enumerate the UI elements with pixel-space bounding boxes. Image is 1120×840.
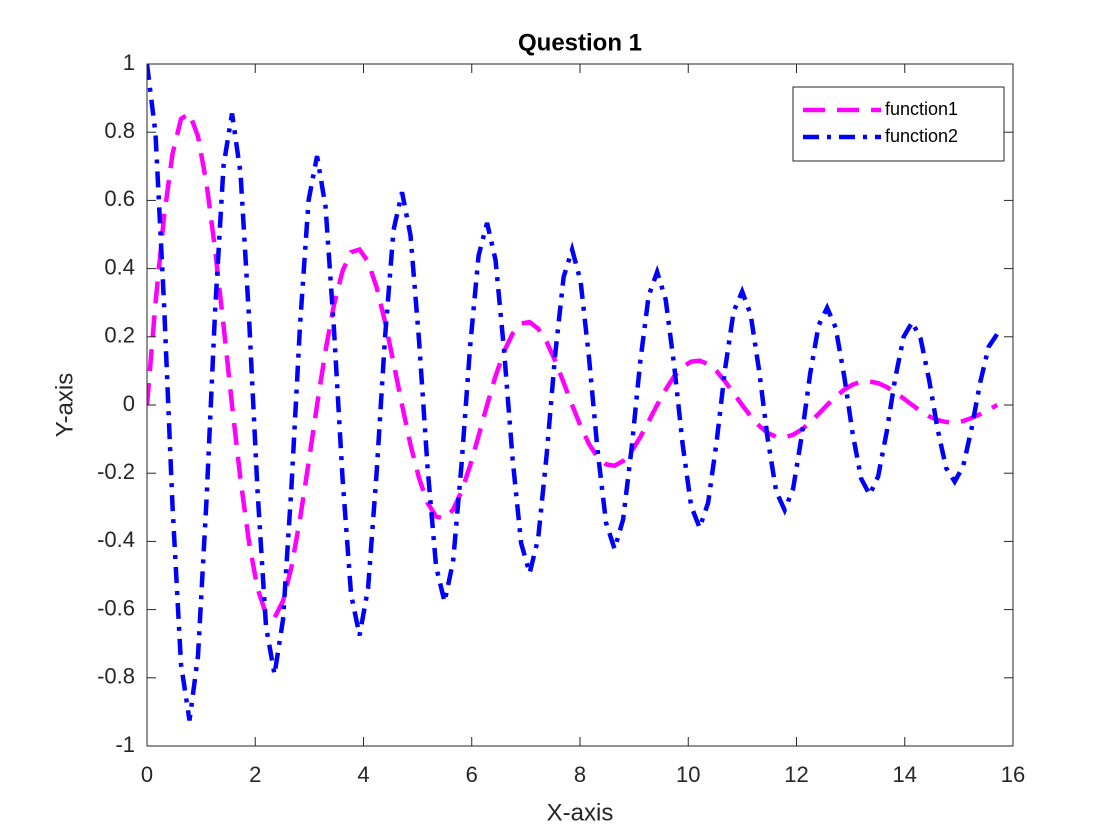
x-tick-label: 0 [141, 762, 153, 787]
legend-label: function2 [885, 126, 958, 146]
y-tick-label: -1 [115, 732, 135, 757]
chart-title: Question 1 [518, 29, 642, 56]
x-axis-label: X-axis [547, 799, 614, 826]
y-tick-label: 0.4 [104, 254, 135, 279]
x-tick-label: 10 [676, 762, 700, 787]
x-tick-label: 12 [784, 762, 808, 787]
x-tick-label: 16 [1001, 762, 1025, 787]
x-tick-label: 6 [466, 762, 478, 787]
y-tick-label: -0.2 [97, 459, 135, 484]
x-tick-label: 14 [893, 762, 917, 787]
y-tick-label: -0.4 [97, 527, 135, 552]
y-tick-label: 0.8 [104, 118, 135, 143]
data-line [147, 64, 1000, 721]
y-tick-label: 0 [123, 391, 135, 416]
x-tick-label: 4 [357, 762, 369, 787]
y-tick-label: -0.6 [97, 595, 135, 620]
y-tick-label: -0.8 [97, 664, 135, 689]
legend-label: function1 [885, 99, 958, 119]
x-tick-label: 8 [574, 762, 586, 787]
y-tick-label: 0.6 [104, 186, 135, 211]
x-tick-label: 2 [249, 762, 261, 787]
y-tick-label: 0.2 [104, 323, 135, 348]
legend: function1 function2 [792, 86, 1005, 162]
y-tick-label: 1 [123, 50, 135, 75]
legend-box [792, 86, 1005, 162]
y-axis-label: Y-axis [51, 373, 78, 437]
data-line [147, 110, 999, 621]
